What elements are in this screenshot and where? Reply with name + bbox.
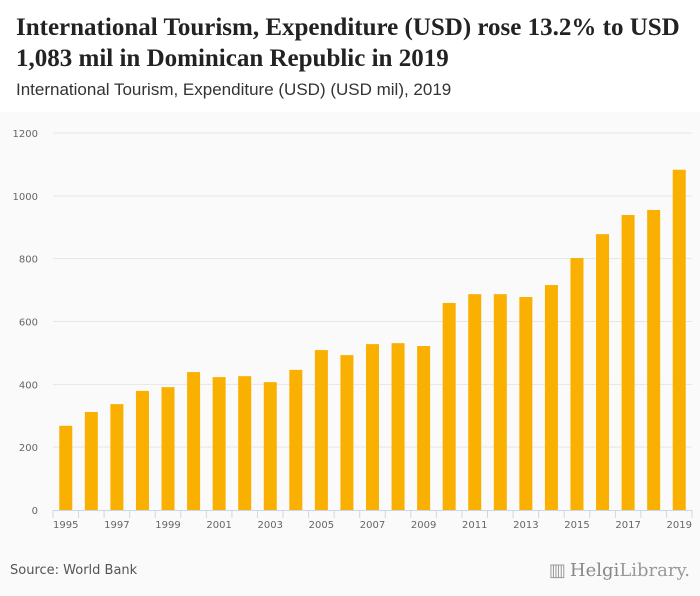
bar-1995 <box>59 425 73 510</box>
x-tick-label: 2003 <box>258 520 283 531</box>
logo-text-a: Helgi <box>569 560 620 581</box>
bar-2011 <box>468 294 482 510</box>
bar-2003 <box>263 382 277 510</box>
bar-2018 <box>647 209 661 510</box>
header: International Tourism, Expenditure (USD)… <box>0 0 700 112</box>
x-tick-label: 2001 <box>206 520 231 531</box>
x-tick-label: 2011 <box>462 520 487 531</box>
bar-2019 <box>672 169 686 510</box>
bar-2009 <box>417 346 431 510</box>
helgi-library-logo[interactable]: ▥ HelgiLibrary. <box>549 560 690 581</box>
x-tick-label: 2013 <box>513 520 538 531</box>
bar-2004 <box>289 369 303 510</box>
y-tick-label: 1000 <box>13 192 38 203</box>
chart-title: International Tourism, Expenditure (USD)… <box>16 14 680 72</box>
bar-2010 <box>442 302 456 510</box>
bar-2017 <box>621 214 635 510</box>
bar-2006 <box>340 355 354 510</box>
bar-2015 <box>570 258 584 510</box>
bar-1998 <box>135 390 149 510</box>
bar-2016 <box>596 234 610 510</box>
logo-text-b: Library. <box>619 560 690 581</box>
y-tick-label: 200 <box>19 443 38 454</box>
bar-2002 <box>238 376 252 510</box>
x-tick-label: 2007 <box>360 520 385 531</box>
y-tick-label: 0 <box>32 506 38 517</box>
y-tick-label: 1200 <box>13 129 38 140</box>
x-tick-label: 2009 <box>411 520 436 531</box>
bar-1997 <box>110 404 124 510</box>
bar-2008 <box>391 343 405 510</box>
x-tick-label: 2005 <box>309 520 334 531</box>
bar-1999 <box>161 387 175 510</box>
bar-2013 <box>519 296 533 510</box>
x-tick-label: 1995 <box>53 520 78 531</box>
bar-2005 <box>314 350 328 510</box>
x-tick-label: 1997 <box>104 520 129 531</box>
y-tick-label: 800 <box>19 255 38 266</box>
bar-chart: 0 200 400 600 800 1000 1200 1995 1997 1999 2001 200… <box>13 129 693 531</box>
bar-2014 <box>544 285 558 510</box>
bar-2012 <box>493 294 507 510</box>
source-text: Source: World Bank <box>10 563 138 578</box>
y-tick-label: 600 <box>19 318 38 329</box>
x-tick-label: 2017 <box>615 520 640 531</box>
library-building-icon: ▥ <box>548 560 566 581</box>
bar-2001 <box>212 377 226 510</box>
x-tick-label: 1999 <box>155 520 180 531</box>
x-tick-label: 2015 <box>564 520 589 531</box>
bar-2000 <box>187 372 201 510</box>
bar-2007 <box>366 344 379 510</box>
bar-1996 <box>84 411 98 510</box>
x-tick-label: 2019 <box>666 520 691 531</box>
y-tick-label: 400 <box>19 380 38 391</box>
chart-subtitle: International Tourism, Expenditure (USD)… <box>16 80 452 99</box>
